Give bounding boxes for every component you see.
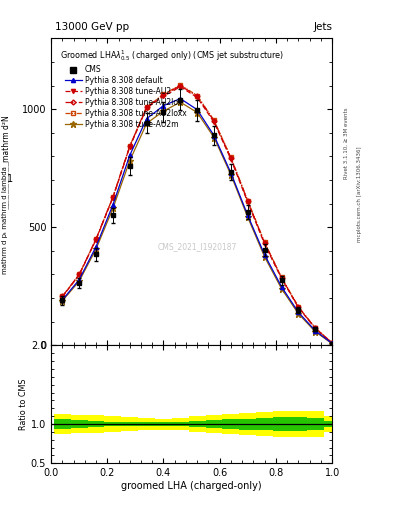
Text: 13000 GeV pp: 13000 GeV pp (55, 22, 129, 32)
Text: CMS_2021_I1920187: CMS_2021_I1920187 (158, 243, 237, 251)
Text: 1: 1 (7, 174, 13, 184)
Y-axis label: Ratio to CMS: Ratio to CMS (19, 378, 28, 430)
Text: Rivet 3.1.10, ≥ 3M events: Rivet 3.1.10, ≥ 3M events (344, 108, 349, 179)
Text: mathrm d pₜ mathrm d lambda: mathrm d pₜ mathrm d lambda (2, 166, 8, 274)
Text: Jets: Jets (313, 22, 332, 32)
Text: Groomed LHA$\lambda^{1}_{0.5}$ (charged only) (CMS jet substructure): Groomed LHA$\lambda^{1}_{0.5}$ (charged … (59, 48, 284, 62)
X-axis label: groomed LHA (charged-only): groomed LHA (charged-only) (121, 481, 262, 491)
Legend: CMS, Pythia 8.308 default, Pythia 8.308 tune-AU2, Pythia 8.308 tune-AU2lox, Pyth: CMS, Pythia 8.308 default, Pythia 8.308 … (63, 63, 188, 131)
Text: —————————: ————————— (7, 160, 12, 209)
Text: mcplots.cern.ch [arXiv:1306.3436]: mcplots.cern.ch [arXiv:1306.3436] (357, 147, 362, 242)
Text: mathrm d²N: mathrm d²N (2, 115, 11, 162)
